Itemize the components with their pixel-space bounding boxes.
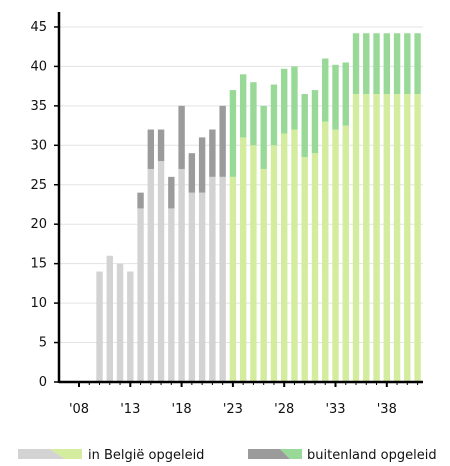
y-tick-label: 45 (30, 20, 47, 35)
legend-label-belgie: in België opgeleid (88, 448, 204, 463)
bar-buitenland-opgeleid (229, 90, 237, 177)
bar-belgie-opgeleid (239, 137, 247, 382)
y-tick-label: 20 (30, 217, 47, 232)
bar-buitenland-opgeleid (147, 129, 155, 169)
bar-buitenland-opgeleid (311, 90, 319, 154)
bar-series-group (96, 33, 421, 382)
bar-buitenland-opgeleid (414, 33, 421, 95)
bar-belgie-opgeleid (281, 133, 288, 382)
y-tick-label: 25 (30, 178, 47, 193)
bar-belgie-opgeleid (137, 208, 144, 382)
bar-belgie-opgeleid (198, 192, 206, 382)
legend-item-belgie: in België opgeleid (18, 448, 204, 463)
bar-belgie-opgeleid (414, 94, 421, 382)
bar-belgie-opgeleid (311, 153, 319, 382)
bar-belgie-opgeleid (168, 208, 175, 382)
bar-buitenland-opgeleid (209, 129, 216, 177)
x-tick-label: '38 (377, 402, 397, 417)
bar-belgie-opgeleid (147, 168, 155, 382)
legend-swatch-buitenland (248, 449, 290, 459)
y-tick-label: 0 (39, 375, 47, 390)
bar-buitenland-opgeleid (219, 105, 226, 177)
bar-buitenland-opgeleid (137, 192, 144, 209)
bar-belgie-opgeleid (383, 94, 390, 382)
bar-belgie-opgeleid (270, 145, 278, 382)
bar-buitenland-opgeleid (250, 82, 257, 146)
legend: in België opgeleid buitenland opgeleid (18, 448, 437, 463)
bar-buitenland-opgeleid (404, 33, 411, 95)
bar-buitenland-opgeleid (178, 105, 185, 169)
bar-belgie-opgeleid (188, 192, 196, 382)
y-tick-label: 40 (30, 59, 47, 74)
bar-belgie-opgeleid (116, 263, 124, 382)
bar-belgie-opgeleid (260, 168, 267, 382)
y-tick-label: 35 (30, 99, 47, 114)
bar-buitenland-opgeleid (332, 64, 339, 130)
bar-buitenland-opgeleid (260, 105, 267, 169)
bar-buitenland-opgeleid (322, 58, 329, 122)
bar-buitenland-opgeleid (168, 176, 175, 209)
bar-buitenland-opgeleid (188, 153, 196, 193)
bar-belgie-opgeleid (352, 94, 360, 382)
bar-buitenland-opgeleid (281, 68, 288, 134)
bar-belgie-opgeleid (127, 271, 134, 382)
bar-belgie-opgeleid (229, 176, 237, 382)
bar-belgie-opgeleid (393, 94, 401, 382)
legend-label-buitenland: buitenland opgeleid (307, 448, 437, 463)
bar-buitenland-opgeleid (393, 33, 401, 95)
bar-belgie-opgeleid (96, 271, 103, 382)
bar-buitenland-opgeleid (342, 62, 349, 126)
legend-swatch-belgie (18, 449, 65, 459)
bar-buitenland-opgeleid (373, 33, 380, 95)
y-tick-label: 5 (39, 336, 47, 351)
bar-belgie-opgeleid (332, 129, 339, 382)
y-tick-label: 10 (30, 296, 47, 311)
legend-swatch-buitenland-projection (280, 449, 302, 459)
bar-belgie-opgeleid (219, 176, 226, 382)
bar-belgie-opgeleid (322, 121, 329, 382)
y-tick-label: 15 (30, 257, 47, 272)
bar-belgie-opgeleid (363, 94, 370, 382)
bar-buitenland-opgeleid (270, 84, 278, 146)
bar-buitenland-opgeleid (352, 33, 360, 95)
bar-buitenland-opgeleid (291, 66, 298, 130)
x-tick-label: '08 (69, 402, 89, 417)
bar-belgie-opgeleid (301, 157, 308, 382)
bar-belgie-opgeleid (373, 94, 380, 382)
bar-buitenland-opgeleid (301, 94, 308, 158)
bar-belgie-opgeleid (178, 168, 185, 382)
x-axis-ticks: '08 '13 '18 '23 '28 '33 '38 (69, 382, 419, 417)
bar-belgie-opgeleid (157, 161, 165, 382)
x-tick-label: '23 (223, 402, 243, 417)
bar-buitenland-opgeleid (383, 33, 390, 95)
bar-buitenland-opgeleid (198, 137, 206, 193)
legend-item-buitenland: buitenland opgeleid (248, 448, 437, 463)
bar-belgie-opgeleid (342, 125, 349, 382)
bar-belgie-opgeleid (404, 94, 411, 382)
bar-buitenland-opgeleid (363, 33, 370, 95)
y-axis-ticks: 0 5 10 15 20 25 30 35 40 45 (30, 20, 59, 390)
bar-belgie-opgeleid (250, 145, 257, 382)
bar-belgie-opgeleid (291, 129, 298, 382)
x-tick-label: '33 (325, 402, 345, 417)
x-tick-label: '18 (172, 402, 192, 417)
bar-buitenland-opgeleid (157, 129, 165, 162)
bar-belgie-opgeleid (106, 255, 113, 382)
x-tick-label: '13 (120, 402, 140, 417)
bar-buitenland-opgeleid (239, 74, 247, 138)
x-tick-label: '28 (274, 402, 294, 417)
legend-swatch-belgie-projection (50, 449, 82, 459)
bar-belgie-opgeleid (209, 176, 216, 382)
y-tick-label: 30 (30, 138, 47, 153)
